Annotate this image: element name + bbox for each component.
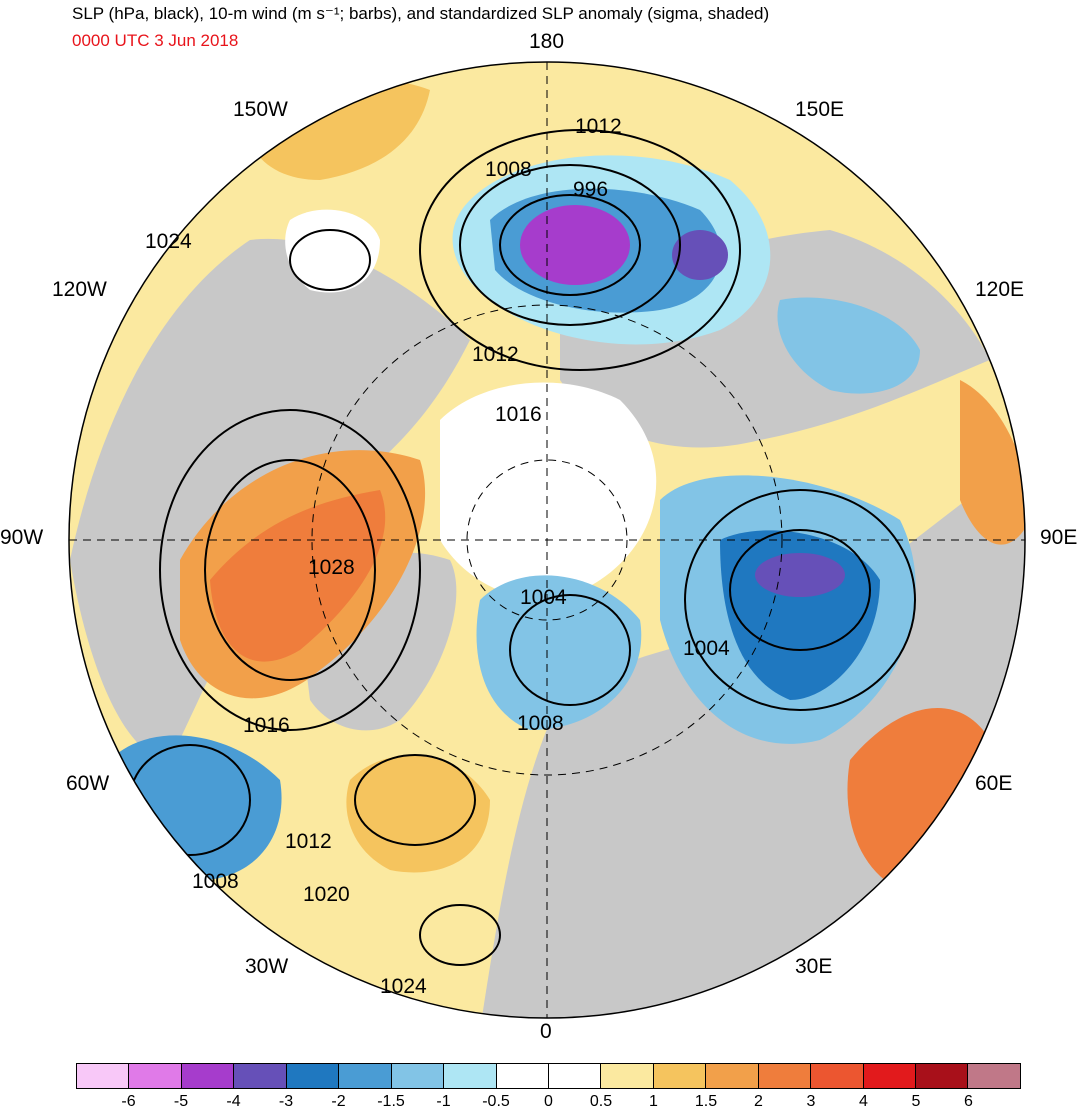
colorbar-tick: 3 (806, 1093, 816, 1110)
colorbar-swatch (339, 1064, 392, 1088)
contour-label: 1004 (683, 637, 730, 660)
colorbar-tick: -3 (278, 1093, 294, 1110)
contour-label: 1008 (517, 712, 564, 735)
colorbar-swatch (286, 1064, 340, 1088)
colorbar-swatch (968, 1064, 1020, 1088)
colorbar-tick: 1.5 (694, 1093, 718, 1110)
polar-map (68, 61, 1026, 1019)
colorbar-swatch (706, 1064, 759, 1088)
colorbar-swatch (758, 1064, 812, 1088)
colorbar-tick: 1 (649, 1093, 658, 1110)
colorbar-swatch (548, 1064, 602, 1088)
longitude-label-60e: 60E (975, 772, 1013, 795)
colorbar-swatch (916, 1064, 969, 1088)
anomaly-alaska-high (285, 209, 380, 293)
anomaly-atlantic-high (346, 755, 490, 873)
longitude-label-0: 0 (540, 1020, 552, 1043)
colorbar-swatch (601, 1064, 654, 1088)
colorbar-tick: -2 (331, 1093, 346, 1110)
colorbar-tick: 2 (754, 1093, 763, 1110)
longitude-label-90w: 90W (0, 526, 44, 549)
longitude-label-120e: 120E (975, 278, 1025, 301)
colorbar-tick: -1 (436, 1093, 451, 1110)
colorbar-swatch (391, 1064, 445, 1088)
contour-label: 1020 (303, 883, 350, 906)
longitude-label-150w: 150W (233, 98, 288, 121)
colorbar-swatch (77, 1064, 130, 1088)
colorbar-swatch (181, 1064, 235, 1088)
near-zero-anomaly-polar (440, 382, 657, 599)
colorbar-tick-labels: -6 -5 -4 -3 -2 -1.5 -1 -0.5 0 0.5 1 1.5 2 3 4 5 6 (76, 1093, 1021, 1113)
longitude-label-30w: 30W (245, 955, 289, 978)
contour-label: 1024 (380, 975, 427, 998)
colorbar-tick: -4 (226, 1093, 241, 1110)
colorbar-tick: 0 (544, 1093, 553, 1110)
graticule (69, 62, 1025, 1018)
colorbar-tick: 5 (911, 1093, 921, 1110)
colorbar-tick: 4 (859, 1093, 868, 1110)
anomaly-canada-high-core (210, 490, 386, 662)
contour-label: 1012 (472, 343, 519, 366)
contour-label: 1016 (243, 714, 290, 737)
slp-isobars (129, 129, 916, 966)
colorbar-swatch (863, 1064, 916, 1088)
contour-label: 1008 (485, 158, 532, 181)
colorbar-tick: -5 (173, 1093, 189, 1110)
anomaly-north-pacific-secondary (672, 230, 728, 280)
colorbar-tick: -6 (121, 1093, 136, 1110)
colorbar-swatch (653, 1064, 707, 1088)
longitude-label-180: 180 (529, 30, 565, 53)
anomaly-north-pacific-center (520, 205, 630, 285)
longitude-label-30e: 30E (795, 955, 833, 978)
colorbar-swatch (129, 1064, 182, 1088)
contour-label: 996 (573, 178, 609, 201)
contour-label: 1012 (285, 830, 332, 853)
figure-title: SLP (hPa, black), 10-m wind (m s⁻¹; barb… (72, 4, 770, 23)
colorbar-swatch (444, 1064, 497, 1088)
colorbar-tick: -1.5 (377, 1093, 405, 1110)
colorbar-swatch (811, 1064, 864, 1088)
longitude-label-120w: 120W (52, 278, 107, 301)
contour-label: 1004 (520, 586, 567, 609)
valid-time: 0000 UTC 3 Jun 2018 (72, 31, 239, 50)
longitude-label-60w: 60W (66, 772, 110, 795)
anomaly-colorbar (76, 1063, 1021, 1089)
colorbar-tick: 0.5 (589, 1093, 613, 1110)
longitude-label-150e: 150E (795, 98, 845, 121)
contour-label: 1008 (192, 870, 239, 893)
contour-label: 1016 (495, 403, 542, 426)
longitude-label-90e: 90E (1040, 526, 1078, 549)
contour-label: 1012 (575, 115, 622, 138)
anomaly-east-siberia (777, 297, 920, 394)
contour-label: 1024 (145, 230, 192, 253)
anomaly-central-asia-center (755, 553, 845, 597)
colorbar-tick: 6 (964, 1093, 973, 1110)
colorbar-tick: -0.5 (482, 1093, 510, 1110)
colorbar-swatch (234, 1064, 287, 1088)
contour-label: 1028 (308, 556, 355, 579)
colorbar-swatch (496, 1064, 549, 1088)
anomaly-east-asia (960, 380, 1025, 545)
